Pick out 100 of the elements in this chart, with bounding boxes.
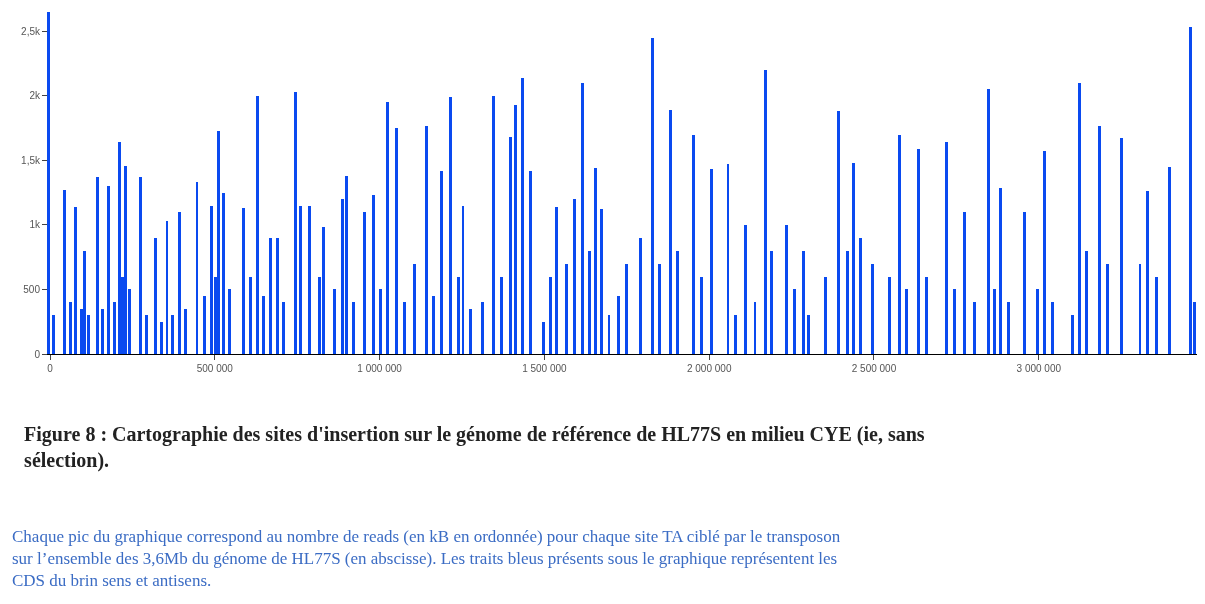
bar <box>1078 83 1081 354</box>
bar <box>101 309 104 354</box>
bar <box>754 302 756 354</box>
bar <box>74 207 77 354</box>
bar <box>521 78 524 354</box>
bar <box>594 168 597 354</box>
bar <box>1106 264 1109 354</box>
bar <box>953 289 956 354</box>
bar <box>917 149 920 354</box>
bar <box>581 83 584 354</box>
bar <box>871 264 874 354</box>
bar <box>608 315 610 354</box>
bar <box>282 302 285 354</box>
bar <box>449 97 452 354</box>
x-tick-label: 2 500 000 <box>851 363 897 374</box>
bar <box>999 188 1002 354</box>
bar <box>481 302 484 354</box>
bar <box>107 186 110 354</box>
bar <box>492 96 495 354</box>
bar <box>124 166 127 354</box>
bar <box>651 38 654 354</box>
bar <box>322 227 325 354</box>
bar <box>333 289 336 354</box>
bar <box>242 208 245 354</box>
bar <box>625 264 628 354</box>
bar <box>692 135 695 354</box>
bar <box>52 315 55 354</box>
bar <box>727 164 729 354</box>
x-tick-label: 500 000 <box>196 363 234 374</box>
bar <box>1007 302 1010 354</box>
bar <box>1168 167 1171 354</box>
bar <box>469 309 472 354</box>
bar <box>386 102 389 354</box>
bar <box>166 221 168 354</box>
bar <box>600 209 603 354</box>
bar <box>462 206 464 354</box>
bar <box>793 289 796 354</box>
bar <box>1139 264 1141 354</box>
bar <box>898 135 901 354</box>
text: Figure 8 : Cartographie des sites d'insertion sur le génome de référence de HL77S en milieu CYE (ie, sans sélection). <box>24 422 925 472</box>
bar <box>210 206 213 354</box>
bar <box>925 277 928 354</box>
y-tick-label: 2k <box>29 90 41 102</box>
bar <box>676 251 679 354</box>
bar <box>744 225 747 354</box>
bar <box>1071 315 1074 354</box>
bar <box>294 92 297 354</box>
bar <box>203 296 206 354</box>
bar <box>639 238 642 354</box>
bar <box>770 251 773 354</box>
bar <box>1023 212 1026 354</box>
bar <box>113 302 116 354</box>
bar <box>565 264 568 354</box>
bar <box>987 89 990 354</box>
bar <box>945 142 948 354</box>
bar <box>118 142 121 354</box>
bar <box>432 296 435 354</box>
bar <box>256 96 259 354</box>
bar <box>139 177 142 354</box>
bar <box>222 193 225 354</box>
y-tick-label: 0 <box>34 348 41 360</box>
bar <box>1155 277 1158 354</box>
bar <box>973 302 976 354</box>
y-tick-label: 2,5k <box>21 25 41 37</box>
bar <box>96 177 99 354</box>
bar <box>963 212 966 354</box>
bar <box>700 277 703 354</box>
bar <box>824 277 827 354</box>
bar <box>846 251 849 354</box>
bar <box>1146 191 1149 354</box>
bar <box>69 302 72 354</box>
bar <box>1043 151 1046 354</box>
bar <box>509 137 512 354</box>
bar <box>269 238 272 354</box>
y-tick-label: 1k <box>29 219 41 231</box>
bar <box>178 212 181 354</box>
bar <box>529 171 532 354</box>
bar <box>710 169 713 354</box>
bar <box>785 225 788 354</box>
bar <box>196 182 198 354</box>
bar <box>555 207 558 354</box>
bar <box>171 315 174 354</box>
bar <box>1098 126 1101 354</box>
bar <box>764 70 767 354</box>
bar <box>905 289 908 354</box>
bar <box>658 264 661 354</box>
bar <box>228 289 231 354</box>
bar <box>802 251 805 354</box>
bar <box>1085 251 1088 354</box>
bar <box>588 251 591 354</box>
text: Chaque pic du graphique correspond au nombre de reads (en kB en ordonnée) pour chaque site TA ciblé par le transposon sur l’ensemble des 3,6Mb du génome de HL77S (en abscisse). Les traits bleus présents sous le graphique représentent les CDS du brin sens et antisens. <box>12 527 841 591</box>
x-tick-label: 3 000 000 <box>1016 363 1062 374</box>
bar <box>573 199 576 354</box>
bar <box>63 190 66 354</box>
bar <box>249 277 252 354</box>
bar <box>500 277 503 354</box>
bar <box>1051 302 1054 354</box>
bar <box>425 126 428 354</box>
bar <box>837 111 840 354</box>
bar <box>276 238 279 354</box>
